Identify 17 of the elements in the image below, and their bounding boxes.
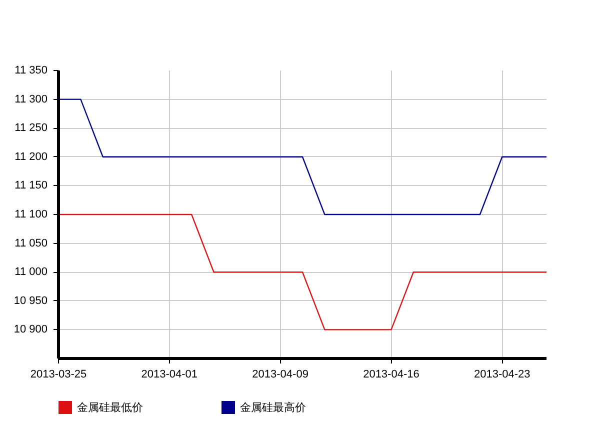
x-tick-label: 2013-04-16 [363,368,420,380]
y-tick-label: 10 900 [14,324,48,336]
y-tick-label: 11 350 [14,64,48,76]
y-tick-label: 11 150 [14,180,48,192]
legend-label: 金属硅最高价 [240,400,306,415]
legend-label: 金属硅最低价 [77,400,143,415]
y-tick-label: 10 950 [14,294,48,307]
x-tick-label: 2013-04-01 [141,368,198,380]
y-tick-label: 11 000 [14,266,48,278]
y-tick-label: 11 300 [14,93,48,106]
x-tick-label: 2013-03-25 [30,368,87,380]
x-tick-label: 2013-04-23 [474,368,530,380]
y-tick-label: 11 200 [14,150,48,163]
y-tick-label: 11 250 [14,122,48,134]
y-tick-label: 11 100 [14,208,48,220]
y-tick-label: 11 050 [14,237,48,250]
x-tick-label: 2013-04-09 [252,368,308,380]
